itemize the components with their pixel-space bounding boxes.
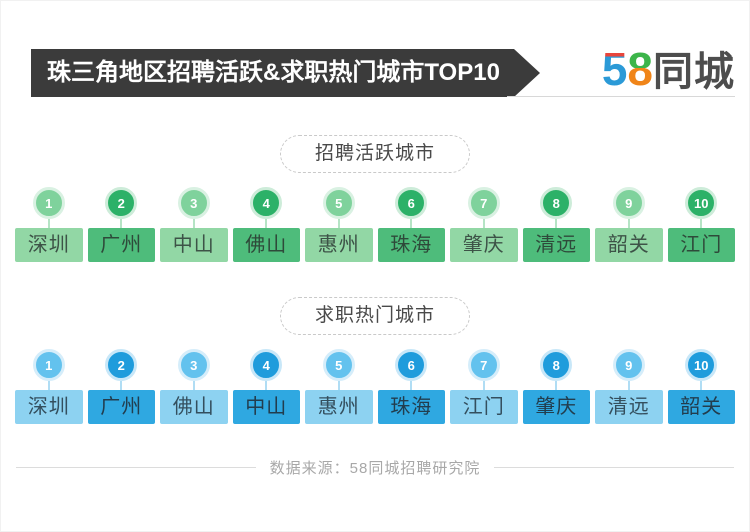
connector-line xyxy=(410,219,413,228)
data-source-text: 数据来源：58同城招聘研究院 xyxy=(269,460,481,477)
rank-item: 5 惠州 xyxy=(305,187,373,262)
ranking-row-jobseeking: 1 深圳 2 广州 3 佛山 4 中山 5 惠州 6 珠海 7 江门 8 肇庆 9 清远 10 韶关 xyxy=(15,349,735,424)
section-label-jobseeking: 求职热门城市 xyxy=(279,297,471,335)
rank-badge: 7 xyxy=(467,349,500,381)
rank-badge: 1 xyxy=(32,187,65,219)
connector-line xyxy=(555,381,558,390)
city-box: 肇庆 xyxy=(450,228,518,262)
city-box: 清远 xyxy=(595,390,663,424)
data-source-footer: 数据来源：58同城招聘研究院 xyxy=(16,457,734,478)
rank-badge: 9 xyxy=(612,187,645,219)
connector-line xyxy=(627,219,630,228)
footer-divider-left xyxy=(16,467,256,468)
city-box: 江门 xyxy=(667,228,735,262)
rank-badge: 10 xyxy=(685,349,718,381)
rank-item: 10 韶关 xyxy=(667,349,735,424)
rank-item: 2 广州 xyxy=(87,349,155,424)
rank-badge: 5 xyxy=(322,187,355,219)
section-label-recruitment: 招聘活跃城市 xyxy=(279,135,471,173)
connector-line xyxy=(120,219,123,228)
rank-item: 1 深圳 xyxy=(15,349,83,424)
city-box: 中山 xyxy=(160,228,228,262)
connector-line xyxy=(120,381,123,390)
rank-badge: 7 xyxy=(467,187,500,219)
city-box: 肇庆 xyxy=(522,390,590,424)
rank-badge: 4 xyxy=(250,349,283,381)
connector-line xyxy=(337,219,340,228)
connector-line xyxy=(700,219,703,228)
header-divider xyxy=(507,96,735,97)
rank-item: 1 深圳 xyxy=(15,187,83,262)
rank-item: 9 清远 xyxy=(595,349,663,424)
rank-item: 8 清远 xyxy=(522,187,590,262)
connector-line xyxy=(47,381,50,390)
rank-badge: 6 xyxy=(395,349,428,381)
city-box: 深圳 xyxy=(15,390,83,424)
connector-line xyxy=(700,381,703,390)
rank-item: 2 广州 xyxy=(87,187,155,262)
rank-item: 6 珠海 xyxy=(377,187,445,262)
city-box: 中山 xyxy=(232,390,300,424)
title-banner: 珠三角地区招聘活跃&求职热门城市TOP10 xyxy=(31,49,540,97)
logo-wordmark: 同城 xyxy=(653,50,735,94)
connector-line xyxy=(192,219,195,228)
connector-line xyxy=(482,381,485,390)
rank-badge: 4 xyxy=(250,187,283,219)
rank-item: 4 佛山 xyxy=(232,187,300,262)
rank-badge: 5 xyxy=(322,349,355,381)
rank-item: 5 惠州 xyxy=(305,349,373,424)
rank-badge: 3 xyxy=(177,349,210,381)
city-box: 广州 xyxy=(87,228,155,262)
rank-badge: 1 xyxy=(32,349,65,381)
rank-badge: 2 xyxy=(105,349,138,381)
rank-badge: 9 xyxy=(612,349,645,381)
city-box: 江门 xyxy=(450,390,518,424)
logo-digit-8: 8 xyxy=(627,43,653,95)
city-box: 佛山 xyxy=(232,228,300,262)
rank-badge: 3 xyxy=(177,187,210,219)
connector-line xyxy=(192,381,195,390)
rank-badge: 8 xyxy=(540,349,573,381)
city-box: 惠州 xyxy=(305,390,373,424)
rank-item: 3 佛山 xyxy=(160,349,228,424)
connector-line xyxy=(265,219,268,228)
rank-item: 7 江门 xyxy=(450,349,518,424)
city-box: 珠海 xyxy=(377,228,445,262)
rank-item: 7 肇庆 xyxy=(450,187,518,262)
city-box: 广州 xyxy=(87,390,155,424)
section-label-text: 招聘活跃城市 xyxy=(314,143,436,164)
city-box: 韶关 xyxy=(595,228,663,262)
city-box: 深圳 xyxy=(15,228,83,262)
rank-item: 8 肇庆 xyxy=(522,349,590,424)
58tongcheng-logo: 58同城 xyxy=(602,43,735,107)
connector-line xyxy=(482,219,485,228)
rank-item: 10 江门 xyxy=(667,187,735,262)
rank-item: 6 珠海 xyxy=(377,349,445,424)
connector-line xyxy=(265,381,268,390)
ranking-row-recruitment: 1 深圳 2 广州 3 中山 4 佛山 5 惠州 6 珠海 7 肇庆 8 清远 9 韶关 10 江门 xyxy=(15,187,735,262)
rank-item: 4 中山 xyxy=(232,349,300,424)
rank-item: 3 中山 xyxy=(160,187,228,262)
rank-badge: 2 xyxy=(105,187,138,219)
connector-line xyxy=(337,381,340,390)
connector-line xyxy=(410,381,413,390)
connector-line xyxy=(555,219,558,228)
rank-badge: 10 xyxy=(685,187,718,219)
connector-line xyxy=(627,381,630,390)
city-box: 清远 xyxy=(522,228,590,262)
city-box: 佛山 xyxy=(160,390,228,424)
page-title: 珠三角地区招聘活跃&求职热门城市TOP10 xyxy=(47,59,500,86)
rank-badge: 8 xyxy=(540,187,573,219)
rank-badge: 6 xyxy=(395,187,428,219)
connector-line xyxy=(47,219,50,228)
logo-digit-5: 5 xyxy=(601,43,628,95)
footer-divider-right xyxy=(494,467,734,468)
city-box: 珠海 xyxy=(377,390,445,424)
section-label-text: 求职热门城市 xyxy=(314,305,436,326)
city-box: 韶关 xyxy=(667,390,735,424)
rank-item: 9 韶关 xyxy=(595,187,663,262)
city-box: 惠州 xyxy=(305,228,373,262)
